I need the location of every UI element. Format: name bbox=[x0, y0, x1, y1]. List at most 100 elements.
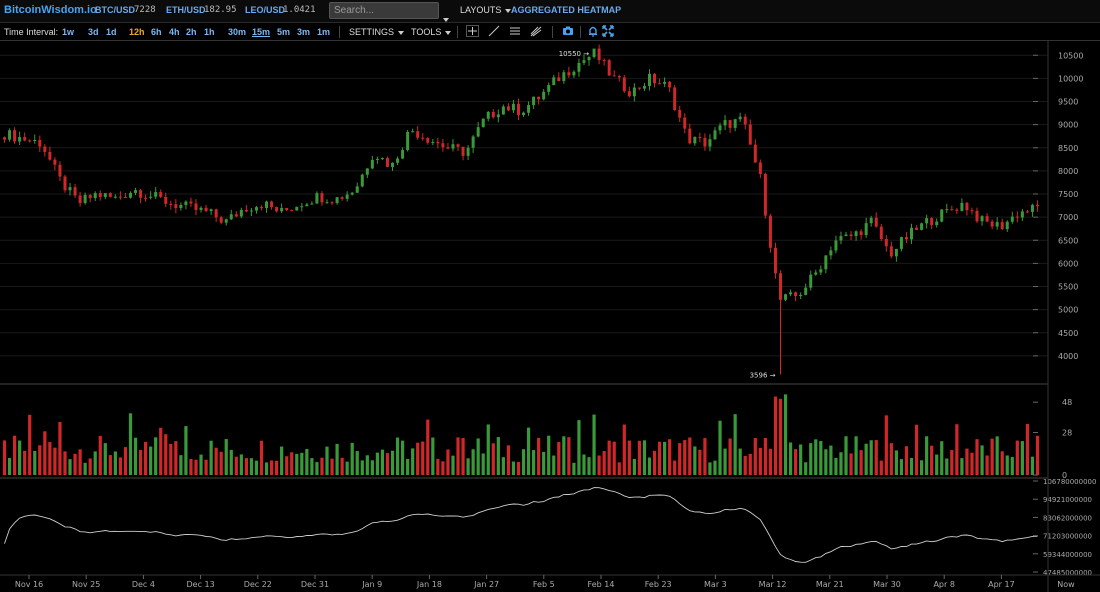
candle-body bbox=[385, 158, 389, 167]
ticker-btcusd-name[interactable]: BTC/USD bbox=[95, 5, 135, 15]
volume-bar bbox=[965, 448, 969, 475]
candle-body bbox=[915, 227, 919, 230]
candle-body bbox=[910, 227, 914, 240]
candle-body bbox=[849, 234, 853, 237]
volume-bar bbox=[970, 452, 974, 475]
candle-body bbox=[723, 120, 727, 126]
candle-body bbox=[189, 201, 193, 204]
toolbar-divider bbox=[457, 26, 458, 38]
candle-body bbox=[53, 159, 57, 165]
candle-body bbox=[481, 118, 485, 128]
candle-body bbox=[451, 144, 455, 149]
candle-body bbox=[330, 202, 334, 204]
candle-body bbox=[809, 274, 813, 288]
candle-body bbox=[935, 221, 939, 226]
interval-1d[interactable]: 1d bbox=[106, 27, 117, 37]
volume-bar bbox=[788, 442, 793, 475]
candle-body bbox=[194, 203, 198, 210]
volume-bar bbox=[925, 436, 929, 475]
crosshair-icon[interactable] bbox=[466, 25, 480, 38]
candle-body bbox=[300, 206, 304, 208]
volume-bar bbox=[708, 462, 712, 475]
candle-body bbox=[874, 217, 878, 227]
interval-6h[interactable]: 6h bbox=[151, 27, 162, 37]
hlines-icon[interactable] bbox=[509, 25, 521, 37]
volume-bar bbox=[814, 439, 818, 475]
candle-body bbox=[13, 130, 17, 142]
interval-1m[interactable]: 1m bbox=[317, 27, 331, 37]
price-tick-label: 9000 bbox=[1058, 121, 1078, 130]
volume-bar bbox=[592, 414, 596, 475]
volume-bar bbox=[501, 457, 505, 475]
candle-body bbox=[411, 131, 415, 133]
volume-bar bbox=[214, 447, 218, 475]
price-tick-label: 8500 bbox=[1058, 144, 1078, 153]
candle-body bbox=[713, 130, 717, 140]
volume-bar bbox=[995, 436, 999, 475]
candle-body bbox=[632, 87, 636, 97]
candle-body bbox=[975, 210, 979, 222]
volume-bar bbox=[804, 462, 808, 475]
volume-tick-label: 0 bbox=[1062, 471, 1067, 480]
candle-body bbox=[894, 248, 898, 257]
candle-body bbox=[254, 207, 258, 211]
interval-1h[interactable]: 1h bbox=[204, 27, 215, 37]
interval-30m[interactable]: 30m bbox=[228, 27, 247, 37]
candle-body bbox=[597, 48, 601, 61]
volume-bar bbox=[370, 460, 374, 475]
ticker-leousd-name[interactable]: LEO/USD bbox=[245, 5, 286, 15]
price-tick-label: 4000 bbox=[1058, 352, 1078, 361]
tools-menu[interactable]: TOOLS bbox=[411, 27, 452, 37]
interval-1w[interactable]: 1w bbox=[62, 27, 75, 37]
volume-bar bbox=[466, 458, 470, 475]
ticker-ethusd-name[interactable]: ETH/USD bbox=[166, 5, 206, 15]
candle-body bbox=[753, 144, 757, 163]
interval-12h[interactable]: 12h bbox=[129, 27, 145, 37]
fib-icon[interactable] bbox=[530, 25, 542, 37]
candle-body bbox=[360, 174, 364, 187]
volume-bar bbox=[385, 453, 390, 475]
volume-bar bbox=[133, 437, 138, 475]
candle-body bbox=[683, 117, 687, 129]
settings-menu[interactable]: SETTINGS bbox=[349, 27, 405, 37]
volume-bar bbox=[461, 437, 465, 475]
candle-body bbox=[244, 209, 248, 212]
alert-bell-icon[interactable] bbox=[587, 25, 599, 37]
candle-body bbox=[794, 292, 798, 297]
volume-bar bbox=[305, 449, 309, 475]
top-navigation-bar: BitcoinWisdom.io BTC/USD 7228 ETH/USD 18… bbox=[0, 0, 1100, 23]
volume-bar bbox=[169, 443, 173, 475]
toolbar-divider bbox=[339, 26, 340, 38]
interval-5m[interactable]: 5m bbox=[277, 27, 291, 37]
search-dropdown-caret-icon[interactable] bbox=[443, 9, 449, 28]
volume-bar bbox=[12, 435, 17, 475]
volume-bar bbox=[416, 442, 420, 475]
volume-bar bbox=[73, 453, 77, 475]
aggregated-heatmap-link[interactable]: AGGREGATED HEATMAP bbox=[511, 5, 622, 15]
volume-bar bbox=[889, 443, 893, 475]
price-tick-label: 10000 bbox=[1058, 74, 1083, 83]
candle-body bbox=[335, 197, 339, 203]
candle-body bbox=[789, 292, 793, 295]
volume-bar bbox=[930, 445, 934, 475]
search-input[interactable] bbox=[329, 2, 439, 19]
fullscreen-icon[interactable] bbox=[602, 25, 614, 37]
interval-15m[interactable]: 15m bbox=[252, 27, 271, 37]
interval-2h[interactable]: 2h bbox=[186, 27, 197, 37]
volume-bar bbox=[783, 394, 788, 475]
camera-icon[interactable] bbox=[562, 25, 574, 37]
chart-canvas[interactable]: 4000 4500 5000 5500 6000 6500 7000 7500 8000 8500… bbox=[0, 41, 1100, 592]
volume-bar bbox=[491, 443, 495, 475]
interval-4h[interactable]: 4h bbox=[169, 27, 180, 37]
volume-bar bbox=[733, 414, 737, 475]
interval-3d[interactable]: 3d bbox=[88, 27, 99, 37]
trendline-icon[interactable] bbox=[488, 25, 500, 37]
price-candles[interactable] bbox=[3, 44, 1039, 375]
candle-body bbox=[375, 158, 379, 160]
layouts-menu[interactable]: LAYOUTS bbox=[460, 5, 512, 15]
brand-logo[interactable]: BitcoinWisdom.io bbox=[4, 4, 97, 16]
interval-3m[interactable]: 3m bbox=[297, 27, 311, 37]
volume-bar bbox=[1025, 423, 1030, 475]
candle-body bbox=[103, 193, 107, 197]
indicator-tick-label: 47485000000 bbox=[1043, 569, 1092, 577]
